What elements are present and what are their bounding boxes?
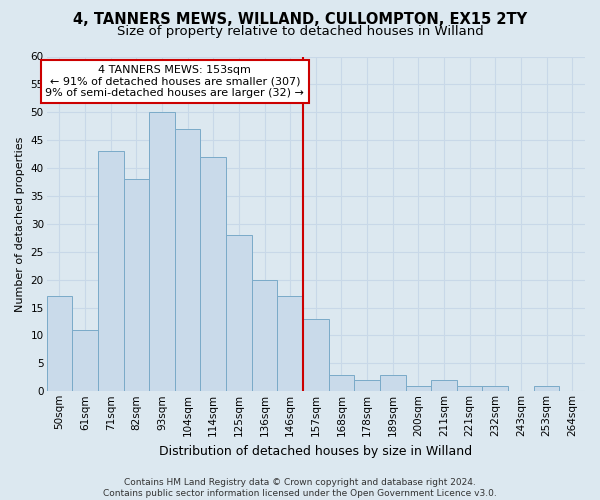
Bar xyxy=(226,235,251,392)
Bar xyxy=(277,296,303,392)
Bar xyxy=(329,374,354,392)
Bar xyxy=(482,386,508,392)
Text: Size of property relative to detached houses in Willand: Size of property relative to detached ho… xyxy=(116,25,484,38)
X-axis label: Distribution of detached houses by size in Willand: Distribution of detached houses by size … xyxy=(159,444,472,458)
Bar xyxy=(457,386,482,392)
Bar xyxy=(124,179,149,392)
Bar xyxy=(431,380,457,392)
Text: 4, TANNERS MEWS, WILLAND, CULLOMPTON, EX15 2TY: 4, TANNERS MEWS, WILLAND, CULLOMPTON, EX… xyxy=(73,12,527,28)
Bar xyxy=(200,157,226,392)
Bar xyxy=(72,330,98,392)
Bar xyxy=(47,296,72,392)
Y-axis label: Number of detached properties: Number of detached properties xyxy=(15,136,25,312)
Text: Contains HM Land Registry data © Crown copyright and database right 2024.
Contai: Contains HM Land Registry data © Crown c… xyxy=(103,478,497,498)
Bar xyxy=(354,380,380,392)
Text: 4 TANNERS MEWS: 153sqm
← 91% of detached houses are smaller (307)
9% of semi-det: 4 TANNERS MEWS: 153sqm ← 91% of detached… xyxy=(46,65,304,98)
Bar xyxy=(149,112,175,392)
Bar xyxy=(175,129,200,392)
Bar xyxy=(380,374,406,392)
Bar xyxy=(534,386,559,392)
Bar xyxy=(98,152,124,392)
Bar xyxy=(406,386,431,392)
Bar xyxy=(303,318,329,392)
Bar xyxy=(251,280,277,392)
